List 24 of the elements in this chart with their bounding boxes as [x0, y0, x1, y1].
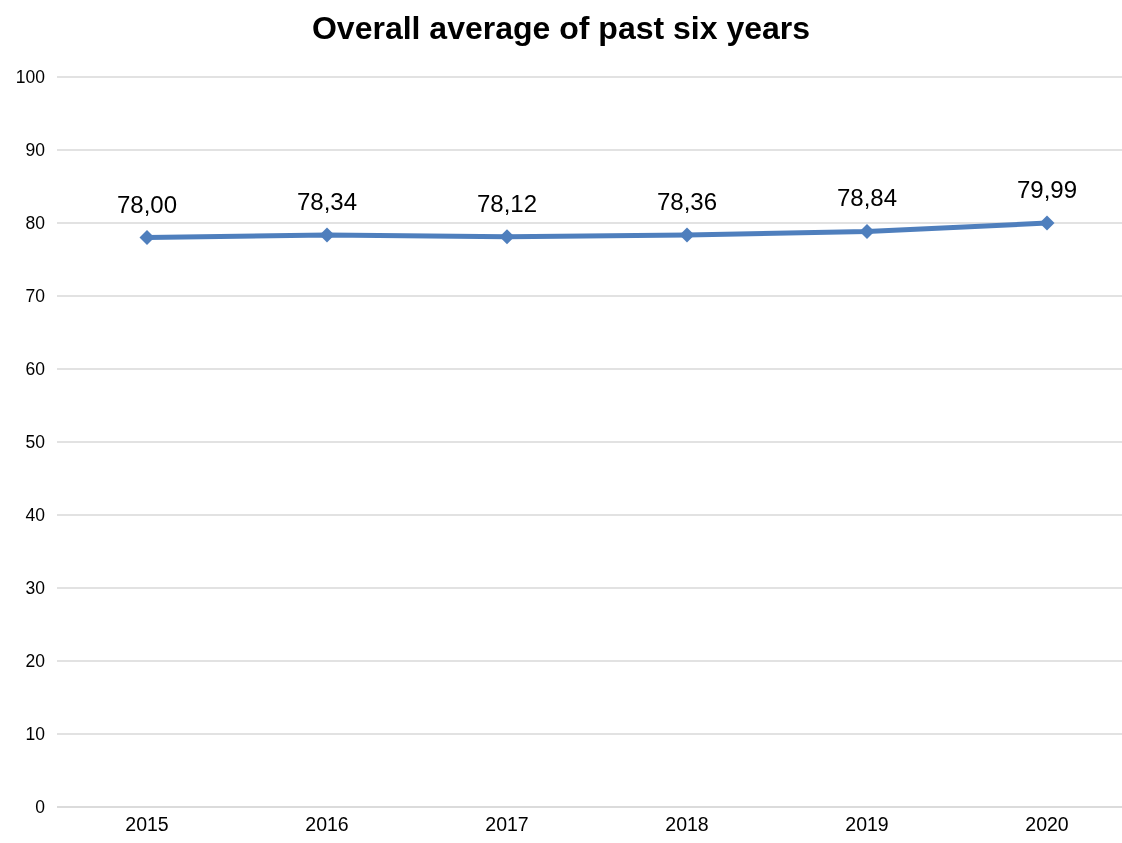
- y-tick-label: 100: [15, 67, 46, 88]
- y-tick-label: 30: [25, 578, 46, 599]
- y-tick-label: 20: [25, 651, 46, 672]
- y-tick-label: 10: [25, 724, 46, 745]
- data-label: 79,99: [1016, 176, 1078, 204]
- y-tick-label: 70: [25, 286, 46, 307]
- x-tick-label: 2019: [845, 812, 889, 835]
- data-label: 78,12: [476, 189, 538, 217]
- x-tick-label: 2020: [1025, 812, 1069, 835]
- data-label: 78,00: [116, 190, 178, 218]
- data-label: 78,36: [656, 187, 718, 215]
- y-tick-label: 80: [25, 213, 46, 234]
- y-tick-label: 40: [25, 505, 46, 526]
- data-label: 78,84: [836, 184, 898, 212]
- x-tick-label: 2018: [665, 812, 709, 835]
- x-tick-label: 2017: [485, 812, 529, 835]
- chart-title: Overall average of past six years: [310, 9, 812, 47]
- x-tick-label: 2015: [125, 812, 169, 835]
- data-label: 78,34: [296, 188, 358, 216]
- y-tick-label: 90: [25, 140, 46, 161]
- x-tick-label: 2016: [305, 812, 349, 835]
- y-tick-label: 50: [25, 432, 46, 453]
- y-tick-label: 0: [35, 797, 46, 818]
- y-tick-label: 60: [25, 359, 46, 380]
